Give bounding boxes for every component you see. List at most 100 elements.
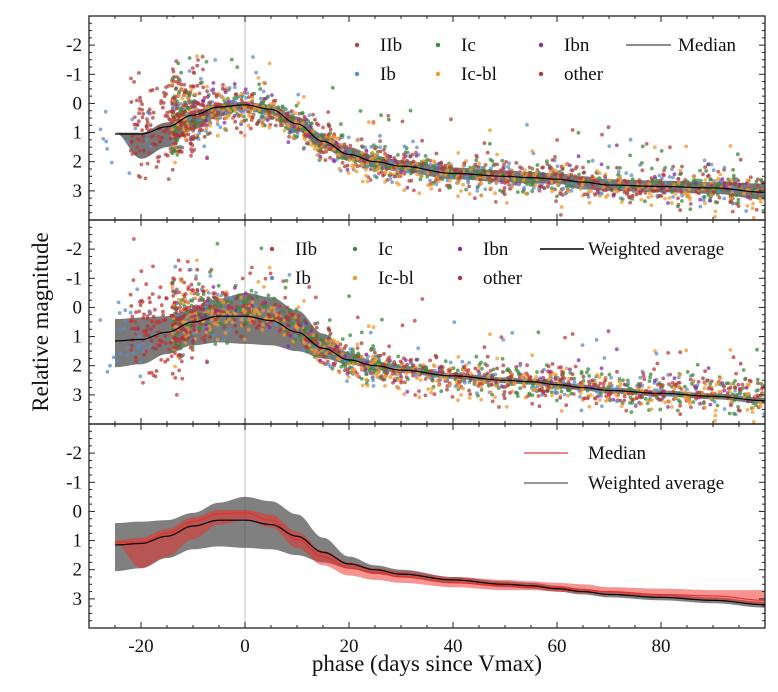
data-point bbox=[426, 183, 431, 188]
data-point bbox=[384, 167, 389, 171]
data-point bbox=[531, 179, 535, 184]
data-point bbox=[727, 411, 732, 416]
data-point bbox=[455, 368, 460, 373]
data-point bbox=[439, 376, 443, 380]
data-point bbox=[443, 163, 448, 168]
data-point bbox=[290, 118, 295, 122]
data-point bbox=[671, 175, 675, 180]
data-point bbox=[542, 378, 547, 383]
data-point bbox=[370, 156, 375, 161]
data-point bbox=[383, 180, 387, 184]
data-point bbox=[402, 171, 407, 176]
data-point bbox=[151, 141, 155, 146]
data-point bbox=[606, 193, 610, 198]
data-point bbox=[430, 377, 435, 382]
data-point bbox=[530, 393, 535, 398]
legend-label: Ib bbox=[295, 268, 311, 289]
data-point bbox=[105, 147, 109, 151]
data-point bbox=[391, 369, 396, 374]
data-point bbox=[514, 365, 519, 369]
data-point bbox=[300, 121, 305, 126]
data-point bbox=[731, 355, 736, 360]
data-point bbox=[204, 129, 209, 133]
data-point bbox=[211, 87, 216, 92]
data-point bbox=[443, 359, 448, 364]
data-point bbox=[288, 129, 293, 134]
data-point bbox=[262, 300, 266, 305]
data-point bbox=[522, 372, 527, 376]
data-point bbox=[630, 197, 635, 201]
data-point bbox=[514, 161, 519, 165]
data-point bbox=[549, 369, 553, 374]
data-point bbox=[270, 93, 274, 97]
data-point bbox=[198, 312, 203, 317]
data-point bbox=[345, 167, 350, 172]
data-point bbox=[508, 187, 512, 191]
data-point bbox=[417, 395, 422, 400]
data-point bbox=[494, 380, 498, 385]
data-point bbox=[205, 360, 210, 365]
data-point bbox=[732, 398, 737, 403]
data-point bbox=[527, 391, 532, 396]
data-point bbox=[371, 344, 375, 348]
median_panel3-band bbox=[115, 509, 765, 605]
data-point bbox=[327, 147, 332, 152]
data-point bbox=[658, 407, 663, 412]
data-point bbox=[418, 174, 423, 178]
data-point bbox=[228, 109, 233, 113]
data-point bbox=[259, 246, 264, 251]
data-point bbox=[261, 89, 266, 94]
data-point bbox=[488, 128, 492, 133]
data-point bbox=[167, 131, 172, 135]
data-point bbox=[535, 163, 540, 167]
data-point bbox=[195, 63, 200, 68]
data-point bbox=[570, 332, 575, 336]
data-point bbox=[237, 305, 242, 309]
plot-area bbox=[98, 16, 765, 220]
data-point bbox=[583, 186, 588, 190]
data-point bbox=[528, 171, 533, 175]
data-point bbox=[269, 306, 274, 310]
data-point bbox=[234, 330, 239, 334]
data-point bbox=[475, 155, 479, 159]
data-point bbox=[170, 167, 175, 172]
data-point bbox=[221, 83, 225, 87]
data-point bbox=[500, 158, 505, 163]
data-point bbox=[140, 107, 145, 112]
data-point bbox=[617, 175, 622, 180]
data-point bbox=[176, 258, 181, 263]
data-point bbox=[730, 392, 735, 397]
data-point bbox=[495, 366, 499, 371]
data-point bbox=[408, 154, 413, 159]
data-point bbox=[314, 348, 318, 353]
data-point bbox=[358, 109, 363, 113]
data-point bbox=[722, 388, 727, 393]
data-point bbox=[178, 106, 183, 111]
data-point bbox=[267, 125, 272, 130]
data-point bbox=[262, 81, 266, 85]
data-point bbox=[140, 102, 145, 107]
data-point bbox=[467, 360, 472, 365]
data-point bbox=[633, 403, 638, 407]
data-point bbox=[478, 178, 483, 182]
data-point bbox=[728, 144, 733, 148]
data-point bbox=[570, 128, 575, 132]
data-point bbox=[414, 153, 419, 158]
data-point bbox=[702, 386, 707, 390]
data-point bbox=[193, 296, 198, 301]
data-point bbox=[506, 383, 510, 388]
data-point bbox=[611, 193, 616, 198]
data-point bbox=[250, 265, 254, 270]
data-point bbox=[440, 177, 445, 182]
data-point bbox=[544, 159, 549, 164]
data-point bbox=[569, 172, 574, 177]
data-point bbox=[252, 308, 257, 313]
data-point bbox=[536, 394, 541, 398]
data-point bbox=[667, 382, 671, 387]
data-point bbox=[485, 354, 490, 359]
data-point bbox=[290, 322, 295, 326]
data-point bbox=[152, 324, 156, 329]
data-point bbox=[624, 408, 629, 413]
data-point bbox=[156, 159, 161, 164]
data-point bbox=[624, 171, 629, 176]
